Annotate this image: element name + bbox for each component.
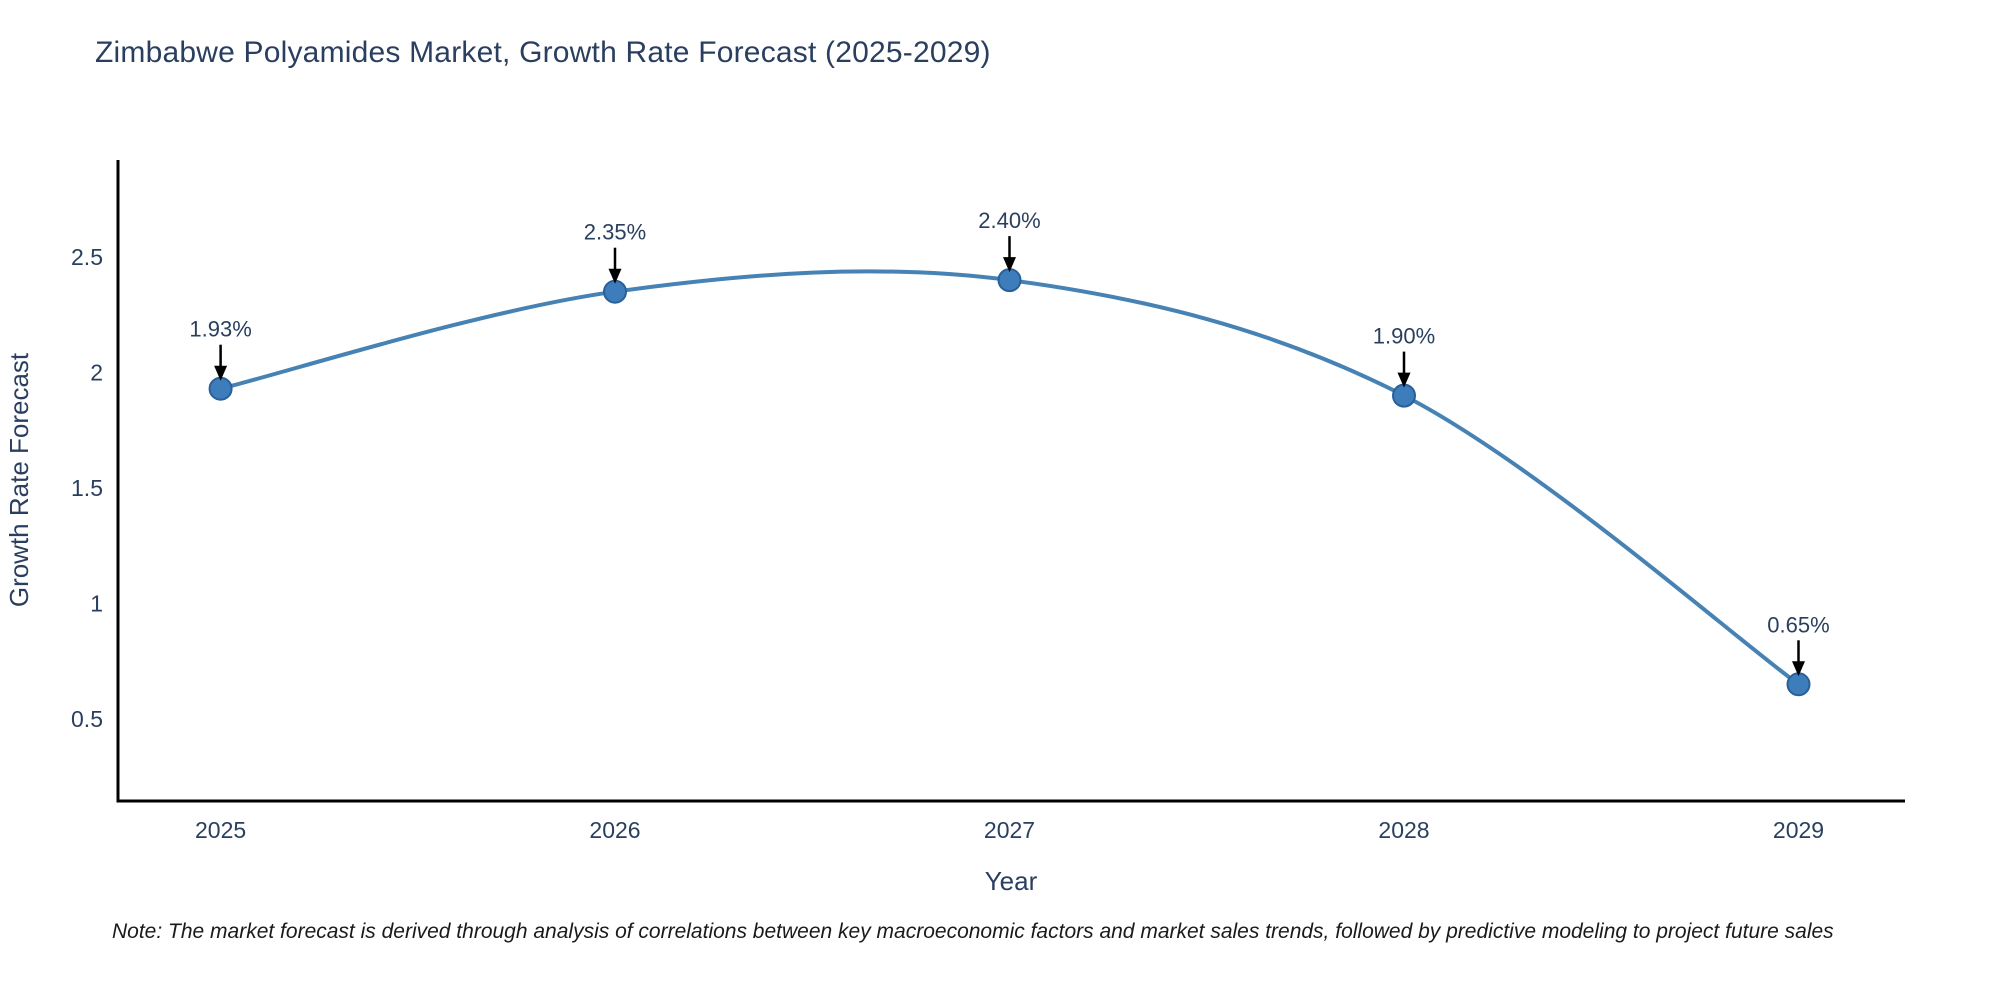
plot-layer: 0.5 1 1.5 2 2.5 2025 2026 2027 2028 2029 1.93% 2.35… [71, 160, 1905, 843]
annotation-arrow-head [608, 268, 622, 284]
x-tick-label: 2025 [195, 817, 246, 843]
y-tick-label: 2.5 [71, 244, 103, 270]
x-tick-label: 2026 [589, 817, 640, 843]
y-tick-label: 0.5 [71, 706, 103, 732]
footnote: Note: The market forecast is derived thr… [112, 920, 1834, 943]
chart-title: Zimbabwe Polyamides Market, Growth Rate … [95, 36, 991, 69]
data-point [1392, 383, 1416, 408]
data-point-label: 1.90% [1373, 324, 1435, 349]
data-point [603, 279, 627, 304]
y-tick-label: 1 [90, 591, 103, 617]
y-tick-label: 1.5 [71, 475, 103, 501]
annotation-arrow-head [1003, 257, 1016, 273]
annotation-arrow-head [214, 365, 228, 381]
data-point [997, 268, 1022, 293]
annotation-arrow-head [1792, 661, 1805, 677]
data-point-label: 0.65% [1767, 612, 1829, 637]
x-tick-label: 2028 [1378, 817, 1429, 843]
y-tick-label: 2 [90, 360, 103, 386]
data-point-label: 2.35% [584, 220, 646, 245]
x-axis-title: Year [985, 866, 1038, 896]
annotation-arrow-head [1397, 372, 1411, 388]
y-axis-title: Growth Rate Forecast [4, 352, 34, 607]
x-tick-label: 2027 [984, 817, 1035, 843]
data-point-label: 2.40% [978, 208, 1040, 233]
data-point-label: 1.93% [189, 317, 251, 342]
data-point [1786, 672, 1811, 697]
series-line [220, 269, 1800, 686]
x-tick-label: 2029 [1773, 817, 1824, 843]
data-point [208, 376, 233, 401]
axis-lines [116, 160, 1905, 803]
